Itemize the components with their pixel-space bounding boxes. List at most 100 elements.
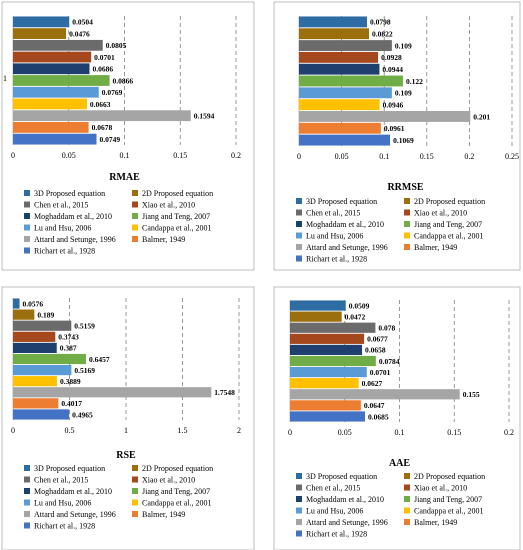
bar: [13, 398, 59, 409]
data-label: 0.3889: [60, 377, 81, 386]
legend-swatch: [24, 224, 30, 231]
legend-entry: Richart et al., 1928: [306, 530, 367, 539]
data-label: 0.078: [378, 324, 395, 333]
data-label: 0.0686: [92, 65, 113, 74]
legend: 3D Proposed equation 2D Proposed equation…: [296, 197, 485, 264]
legend-entry: Balmer, 1949: [142, 235, 185, 244]
data-label: 0.0961: [384, 124, 405, 133]
legend-swatch: [296, 507, 302, 514]
legend-swatch: [132, 488, 138, 494]
bar: [13, 39, 103, 51]
bar: [13, 353, 86, 365]
data-label: 0.0677: [367, 335, 388, 344]
bar: [299, 28, 370, 40]
panel-border: [273, 1, 521, 271]
data-label: 0.189: [37, 310, 54, 319]
panel-border: [1, 286, 255, 550]
data-label: 0.155: [463, 390, 480, 399]
bar: [13, 16, 70, 28]
data-label: 0.0647: [364, 401, 385, 410]
legend-entry: Xiao et al., 2010: [142, 201, 195, 210]
legend-swatch: [296, 473, 302, 479]
bar: [13, 133, 97, 145]
legend-swatch: [24, 236, 30, 242]
legend-entry: Xiao et al., 2010: [414, 209, 467, 218]
bar: [290, 322, 376, 333]
data-label: 0.5169: [74, 366, 95, 375]
legend-entry: Candappa et al., 2001: [414, 507, 484, 516]
legend-swatch: [404, 221, 410, 227]
bar: [290, 311, 342, 322]
panel-border: [273, 286, 521, 550]
legend-swatch: [24, 465, 30, 471]
bar: [13, 98, 87, 110]
data-label: 0.0504: [72, 18, 93, 27]
legend-entry: 3D Proposed equation: [306, 197, 377, 206]
legend-swatch: [132, 190, 138, 196]
chart-title: AAE: [389, 458, 410, 469]
bar: [290, 300, 346, 311]
tick-label: 0.1: [379, 152, 389, 161]
legend-swatch: [296, 209, 302, 216]
legend-entry: Lu and Hsu, 2006: [34, 499, 91, 508]
legend-entry: Jiang and Teng, 2007: [414, 220, 482, 229]
legend-swatch: [24, 247, 30, 254]
tick-label: 0.15: [447, 428, 461, 437]
tick-label: 2: [237, 426, 241, 435]
data-label: 0.0769: [102, 88, 123, 97]
chart-title: RRMSE: [387, 182, 423, 193]
tick-label: 0.05: [338, 428, 352, 437]
data-label: 0.0685: [368, 412, 389, 421]
legend-swatch: [24, 201, 30, 208]
panel-border: [1, 1, 255, 271]
legend-entry: Jiang and Teng, 2007: [414, 495, 482, 504]
legend-entry: Attard and Setunge, 1996: [34, 510, 116, 519]
legend-entry: Lu and Hsu, 2006: [34, 224, 91, 233]
bar: [290, 333, 365, 344]
tick-label: 1: [124, 426, 128, 435]
legend-entry: Jiang and Teng, 2007: [142, 487, 210, 496]
data-label: 0.0749: [100, 135, 121, 144]
legend-swatch: [24, 488, 30, 494]
legend-entry: 2D Proposed equation: [142, 464, 213, 473]
legend-entry: Attard and Setunge, 1996: [306, 243, 388, 252]
tick-label: 0.1: [120, 151, 130, 160]
tick-label: 0.15: [173, 151, 187, 160]
legend-entry: Richart et al., 1928: [34, 522, 95, 531]
legend-swatch: [296, 496, 302, 502]
data-label: 0.387: [60, 344, 77, 353]
legend: 3D Proposed equation 2D Proposed equation…: [24, 464, 213, 531]
tick-label: 0: [11, 151, 15, 160]
bar: [13, 320, 72, 331]
legend-swatch: [296, 244, 302, 250]
chart-rmae: 0 0.05 0.1 0.15 0.2 1 0.0504 0.0476 0.0805 0.0701…: [1, 1, 255, 271]
legend-entry: Chen et al., 2015: [34, 201, 88, 210]
legend-entry: Moghaddam et al., 2010: [34, 212, 112, 221]
legend-entry: 2D Proposed equation: [414, 197, 485, 206]
bar: [299, 75, 403, 87]
legend-swatch: [132, 465, 138, 471]
data-label: 0.0946: [383, 100, 404, 109]
bar: [13, 364, 72, 376]
legend-entry: Xiao et al., 2010: [414, 484, 467, 493]
legend-entry: 3D Proposed equation: [306, 472, 377, 481]
data-label: 0.0678: [92, 123, 113, 132]
legend-swatch: [296, 232, 302, 239]
legend-entry: 3D Proposed equation: [34, 189, 105, 198]
data-label: 0.0576: [23, 299, 44, 308]
data-label: 0.4017: [61, 399, 82, 408]
legend-swatch: [24, 190, 30, 196]
chart-title: RSE: [116, 450, 136, 461]
bar: [13, 122, 89, 133]
legend-swatch: [296, 255, 302, 262]
tick-label: 0: [288, 428, 292, 437]
bar: [13, 75, 110, 86]
bar: [13, 28, 67, 39]
data-label: 0.0472: [345, 312, 366, 321]
bar: [13, 309, 35, 320]
legend-swatch: [296, 519, 302, 525]
data-label: 0.109: [395, 41, 412, 50]
bar: [13, 298, 20, 309]
legend-entry: Lu and Hsu, 2006: [306, 232, 363, 241]
